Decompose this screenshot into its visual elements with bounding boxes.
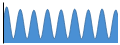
area <box>3 7 118 43</box>
y-axis-line <box>3 3 4 44</box>
chart <box>0 0 120 45</box>
y-axis <box>3 3 4 44</box>
marks <box>3 7 118 43</box>
line <box>3 7 118 39</box>
plot-area <box>3 3 118 44</box>
